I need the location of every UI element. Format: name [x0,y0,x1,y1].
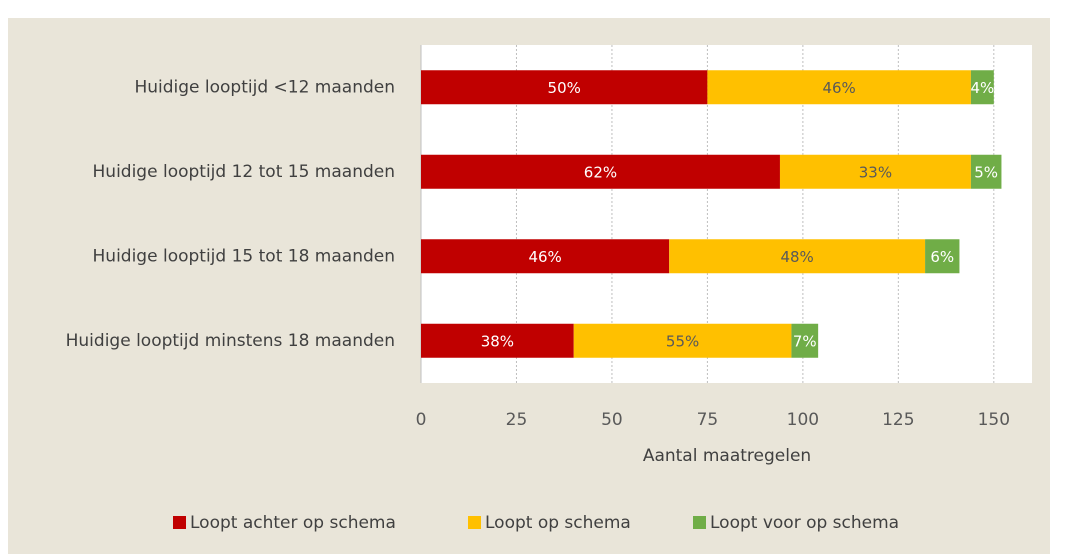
x-tick-label: 50 [601,410,623,430]
data-label: 38% [481,332,514,350]
x-tick-label: 75 [697,410,719,430]
x-tick-label: 0 [416,410,427,430]
legend-swatch [693,516,706,529]
bar-segment [421,239,670,274]
bar-segment [573,323,792,358]
data-label: 50% [548,79,581,97]
bar-segment [707,70,971,105]
bar-segment [421,70,708,105]
y-tick-label: Huidige looptijd 12 tot 15 maanden [93,162,395,182]
bar-segment [669,239,926,274]
bar-segment [421,323,574,358]
x-tick-label: 125 [882,410,914,430]
legend-swatch [468,516,481,529]
bar-segment [791,323,819,358]
x-tick-label: 100 [787,410,819,430]
data-label: 7% [793,332,817,350]
legend-label: Loopt voor op schema [710,513,899,533]
data-label: 4% [970,79,994,97]
x-axis-title: Aantal maatregelen [643,446,811,466]
bar-segment [779,154,971,189]
x-tick-label: 25 [506,410,528,430]
data-label: 33% [859,163,892,181]
y-tick-label: Huidige looptijd 15 tot 18 maanden [93,246,395,266]
y-tick-label: Huidige looptijd <12 maanden [134,77,395,97]
data-label: 62% [584,163,617,181]
data-label: 5% [974,163,998,181]
bar-segment [421,154,780,189]
data-label: 46% [528,248,561,266]
y-tick-label: Huidige looptijd minstens 18 maanden [66,331,395,351]
legend-label: Loopt achter op schema [190,513,396,533]
bar-segment [970,154,1002,189]
bar-segment [970,70,994,105]
data-label: 48% [780,248,813,266]
data-label: 6% [930,248,954,266]
bar-segment [925,239,960,274]
data-label: 46% [822,79,855,97]
legend-label: Loopt op schema [485,513,631,533]
x-tick-label: 150 [978,410,1010,430]
data-label: 55% [666,332,699,350]
legend-swatch [173,516,186,529]
